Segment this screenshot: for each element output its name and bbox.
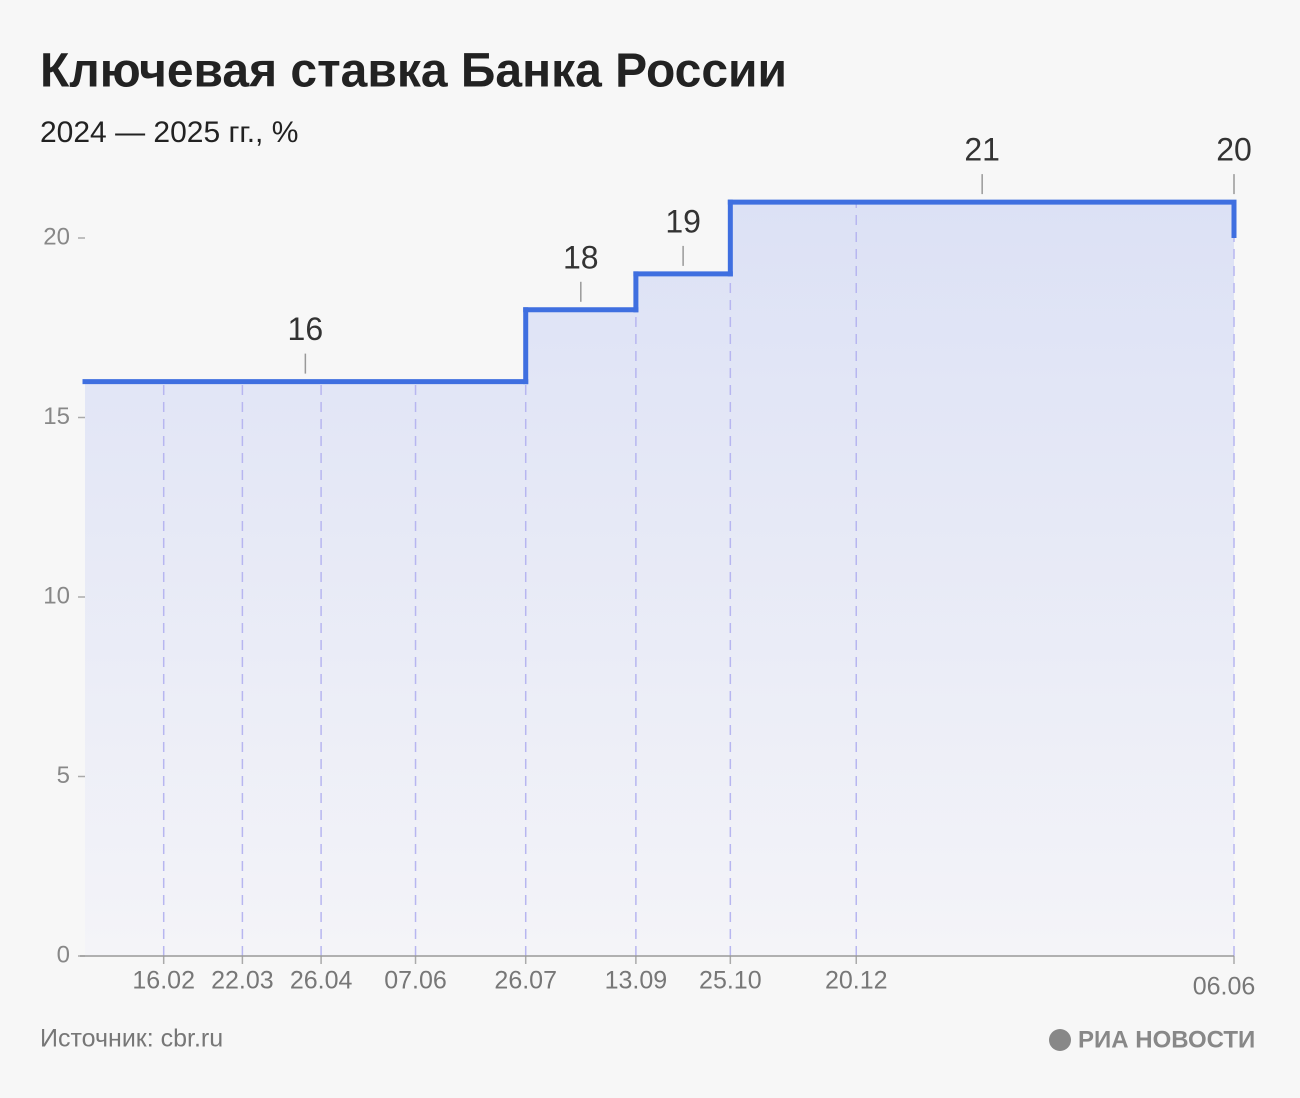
value-label: 21: [964, 132, 1000, 168]
x-tick-label: 13.09: [605, 967, 668, 995]
y-tick-label: 0: [57, 941, 70, 968]
source: Источник: cbr.ru: [40, 1025, 223, 1053]
x-tick-label: 06.06: [1193, 973, 1256, 1001]
chart-title: Ключевая ставка Банка России: [40, 45, 787, 98]
x-tick-label: 26.07: [494, 967, 557, 995]
y-tick-label: 5: [57, 762, 70, 789]
y-tick-label: 10: [43, 582, 70, 609]
value-label: 16: [288, 311, 324, 347]
x-tick-label: 07.06: [384, 967, 447, 995]
x-tick-label: 16.02: [132, 967, 195, 995]
logo-text: РИА НОВОСТИ: [1078, 1026, 1255, 1053]
y-tick-label: 20: [43, 223, 70, 250]
x-tick-label: 26.04: [290, 967, 353, 995]
area: [85, 202, 1234, 957]
x-tick-label: 20.12: [825, 967, 888, 995]
value-label: 20: [1216, 132, 1252, 168]
logo: РИА НОВОСТИ: [1049, 1026, 1255, 1053]
value-label: 18: [563, 239, 599, 275]
y-tick-label: 15: [43, 403, 70, 430]
x-tick-label: 25.10: [699, 967, 762, 995]
x-tick-label: 22.03: [211, 967, 274, 995]
value-label: 19: [665, 203, 701, 239]
chart-subtitle: 2024 — 2025 гг., %: [40, 116, 298, 149]
logo-icon: [1049, 1029, 1071, 1051]
